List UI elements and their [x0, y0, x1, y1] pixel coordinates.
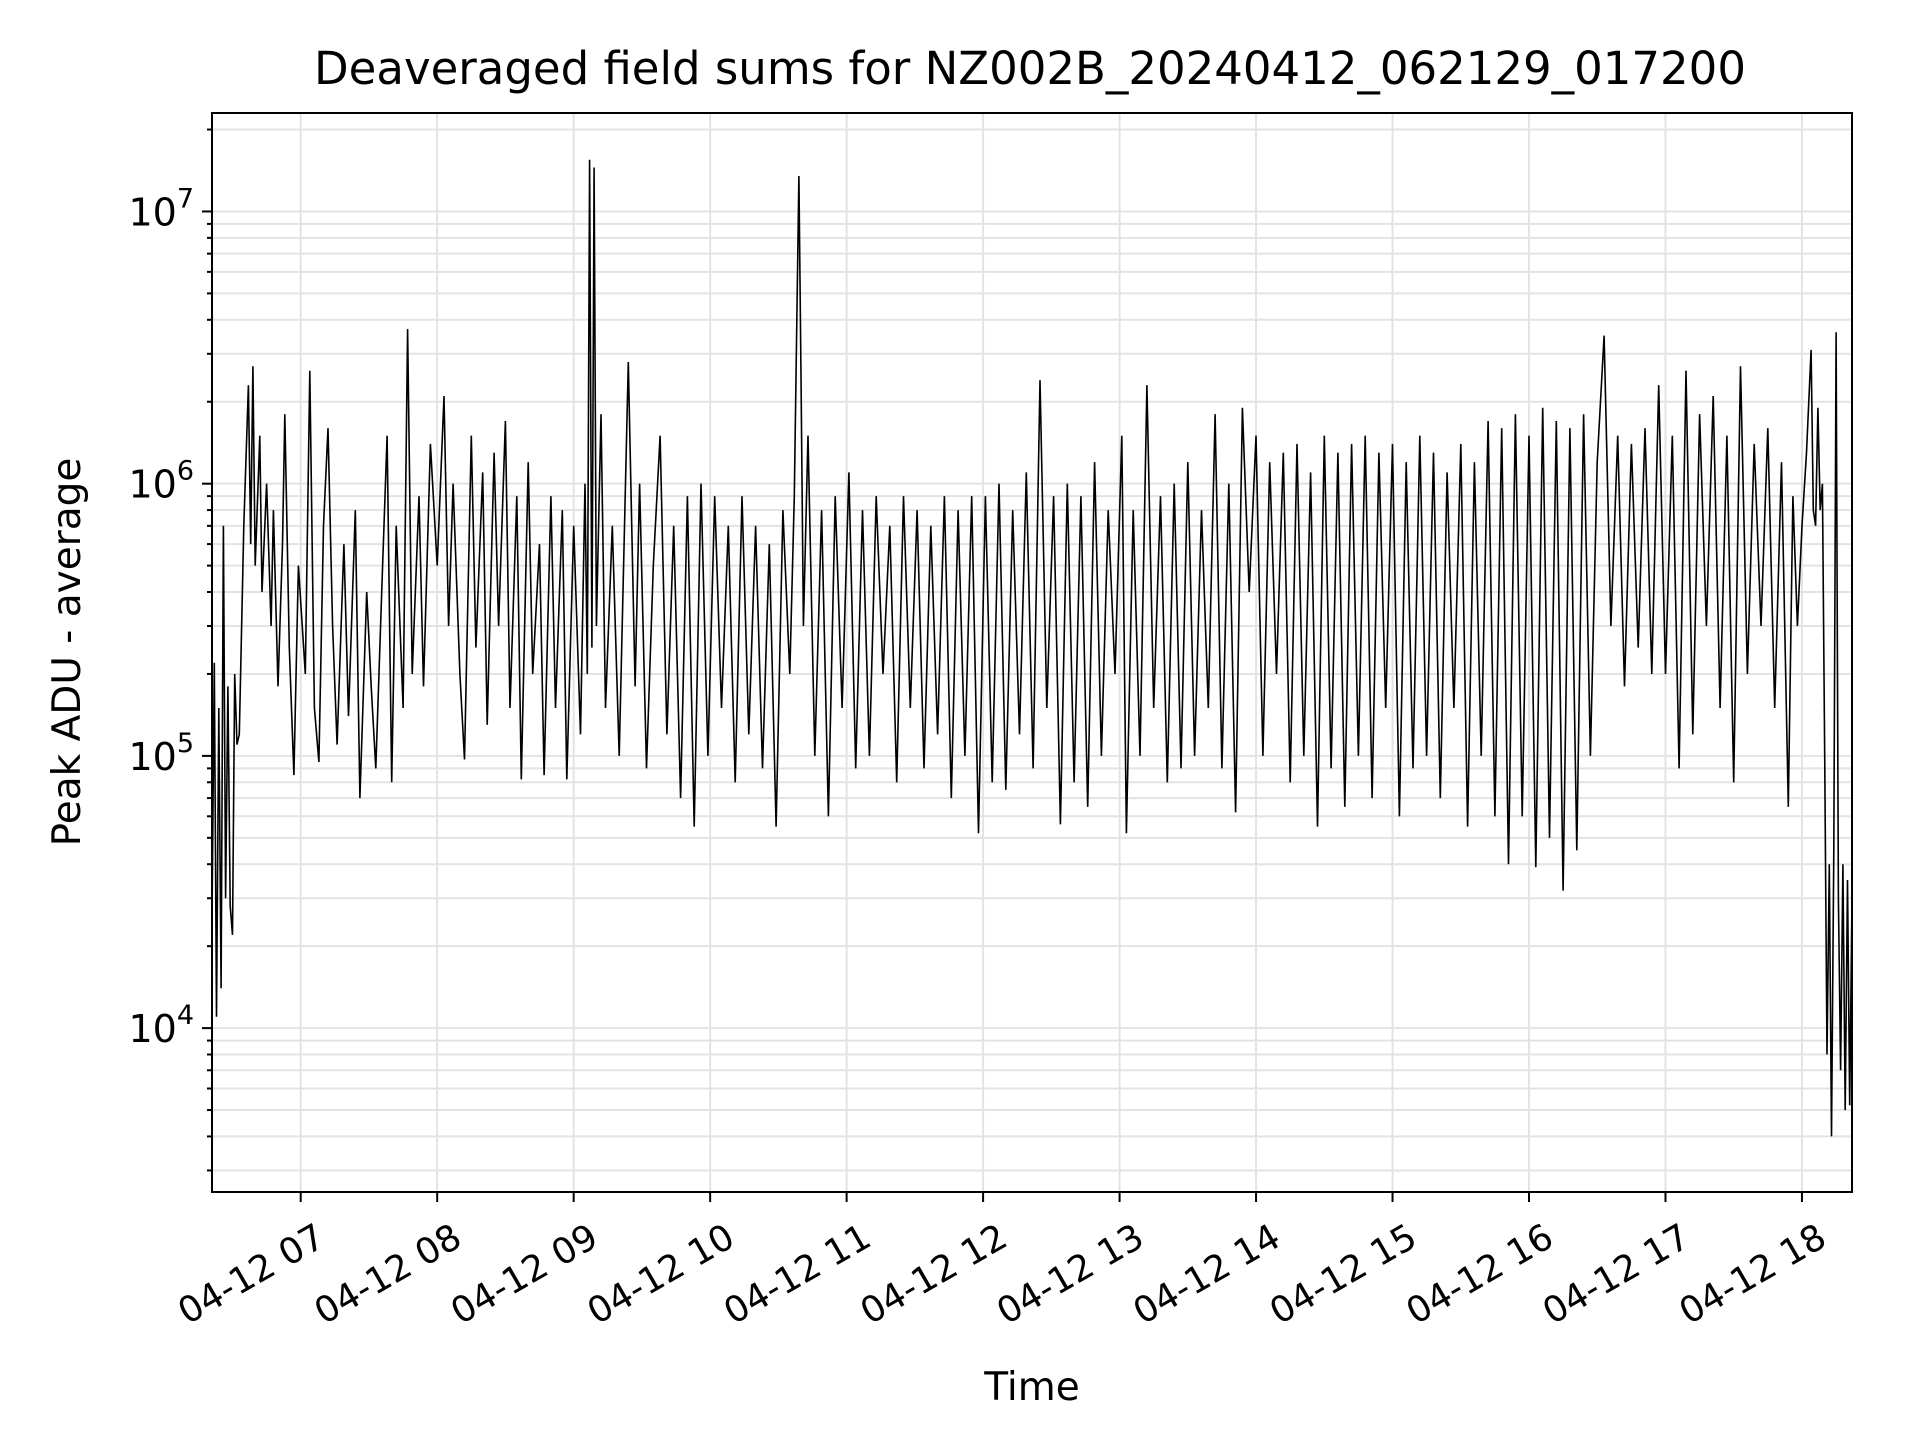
x-tick-label: 04-12 08	[308, 1216, 469, 1332]
y-tick-label-exponent: 5	[177, 728, 194, 759]
y-tick-label: 107	[128, 183, 194, 234]
y-axis-label: Peak ADU - average	[45, 458, 90, 847]
y-tick-label: 106	[128, 456, 194, 507]
x-tick-label: 04-12 15	[1263, 1216, 1424, 1332]
y-tick-label-base: 10	[128, 1007, 176, 1051]
x-tick-label: 04-12 17	[1536, 1216, 1697, 1332]
chart-title: Deaveraged field sums for NZ002B_2024041…	[314, 42, 1746, 95]
x-axis-label: Time	[983, 1365, 1079, 1410]
series-line	[211, 159, 1853, 1137]
x-tick-label: 04-12 13	[990, 1216, 1151, 1332]
x-tick-label: 04-12 10	[581, 1216, 742, 1332]
y-tick-label: 105	[128, 728, 194, 779]
x-tick-label: 04-12 16	[1400, 1216, 1561, 1332]
y-tick-label: 104	[128, 1000, 194, 1051]
plot-area	[211, 112, 1853, 1193]
y-tick-label-exponent: 6	[177, 456, 194, 487]
x-tick-label: 04-12 18	[1673, 1216, 1834, 1332]
x-tick-label: 04-12 09	[444, 1216, 605, 1332]
grid	[212, 113, 1852, 1192]
x-tick-label: 04-12 12	[854, 1216, 1015, 1332]
x-tick-label: 04-12 14	[1127, 1216, 1288, 1332]
y-tick-label-base: 10	[128, 463, 176, 507]
x-tick-label: 04-12 11	[717, 1216, 878, 1332]
y-tick-label-exponent: 4	[177, 1000, 194, 1031]
y-tick-label-base: 10	[128, 735, 176, 779]
y-tick-label-base: 10	[128, 190, 176, 234]
y-tick-label-exponent: 7	[177, 183, 194, 214]
series-layer	[211, 159, 1853, 1137]
x-tick-label: 04-12 07	[171, 1216, 332, 1332]
